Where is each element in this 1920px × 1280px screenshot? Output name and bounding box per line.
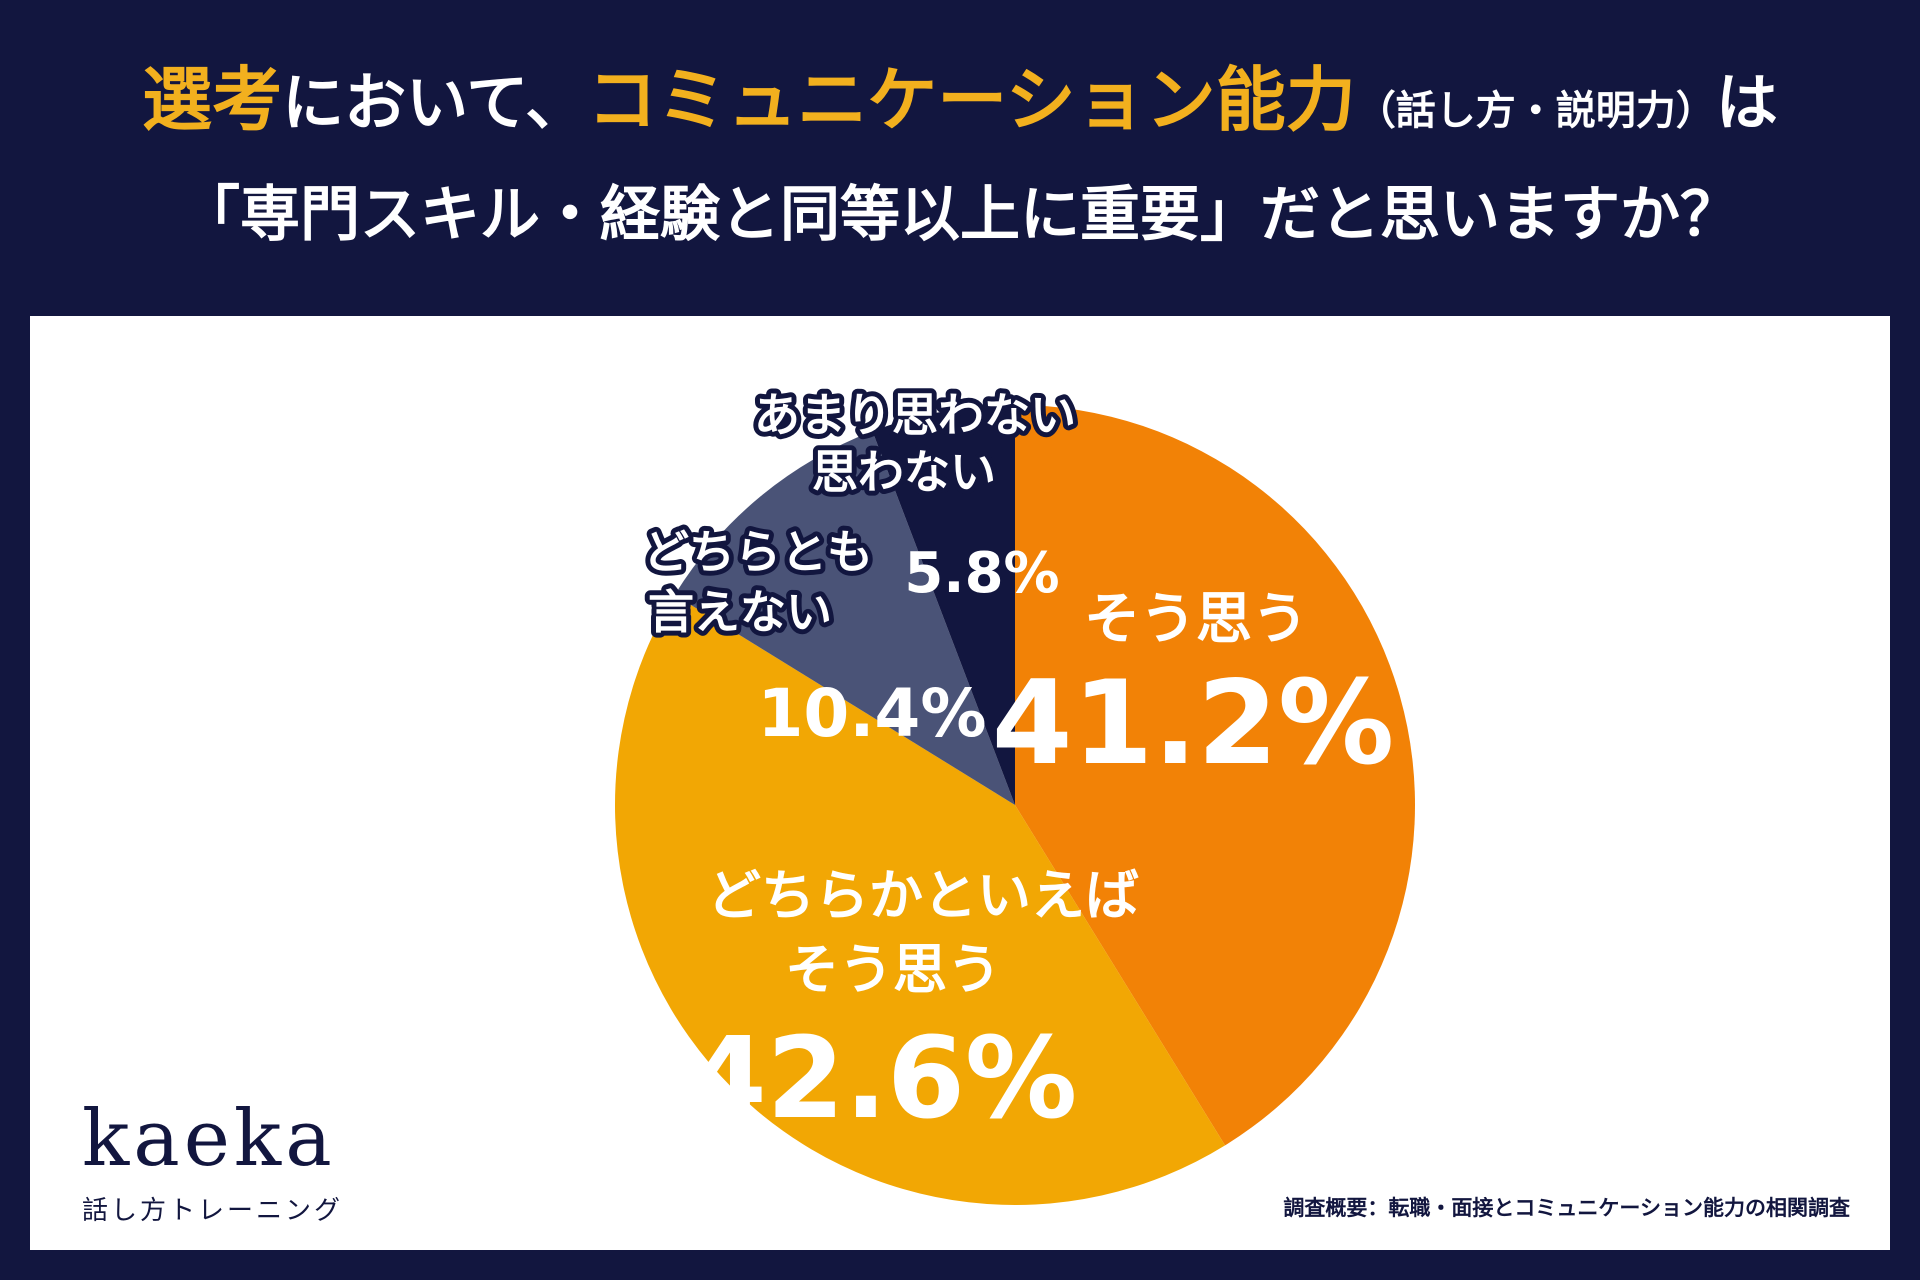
value-neutral: 10.4% [758,675,987,752]
title-highlight-communication: コミュニケーション能力 [587,59,1356,141]
title-parenthetical: （話し方・説明力） [1355,88,1716,134]
label-somewhat-agree-line1: どちらかといえば [707,864,1139,927]
value-agree: 41.2% [992,656,1394,791]
label-somewhat-agree-line2: そう思う [785,938,1001,1001]
label-neutral-line1: どちらとも [643,525,873,579]
logo-subtitle: 話し方トレーニング [82,1196,344,1226]
title-line-2: 「専門スキル・経験と同等以上に重要」だと思いますか？ [180,180,1740,250]
slice-neutral [674,431,1015,805]
kaeka-logo: kaeka 話し方トレーニング [82,1094,343,1227]
slice-somewhat-agree [614,594,1226,1206]
value-somewhat-agree: 42.6% [689,1014,1078,1144]
title-line-1: 選考において、コミュニケーション能力（話し方・説明力）は [0,50,1920,161]
page-title: 選考において、コミュニケーション能力（話し方・説明力）は 「専門スキル・経験と同… [0,50,1920,265]
title-text: において、 [282,66,588,139]
logo-word: kaeka [82,1094,336,1184]
value-disagree: 5.8% [904,541,1059,606]
label-neutral-line2: 言えない [648,585,832,639]
label-disagree-line2: 思わない [812,445,996,499]
pie-chart: そう思う 41.2% どちらかといえば そう思う 42.6% どちらとも 言えな… [614,383,1416,1206]
chart-panel: そう思う 41.2% どちらかといえば そう思う 42.6% どちらとも 言えな… [30,316,1890,1250]
label-disagree-line1: あまり思わない [754,388,1076,442]
label-agree-line1: そう思う [1084,587,1308,652]
slice-disagree [872,405,1015,805]
slice-agree [1015,405,1416,1146]
title-text-end: は [1715,66,1778,139]
title-highlight-selection: 選考 [142,59,283,141]
survey-source-note: 調査概要：転職・面接とコミュニケーション能力の相関調査 [1283,1196,1850,1220]
